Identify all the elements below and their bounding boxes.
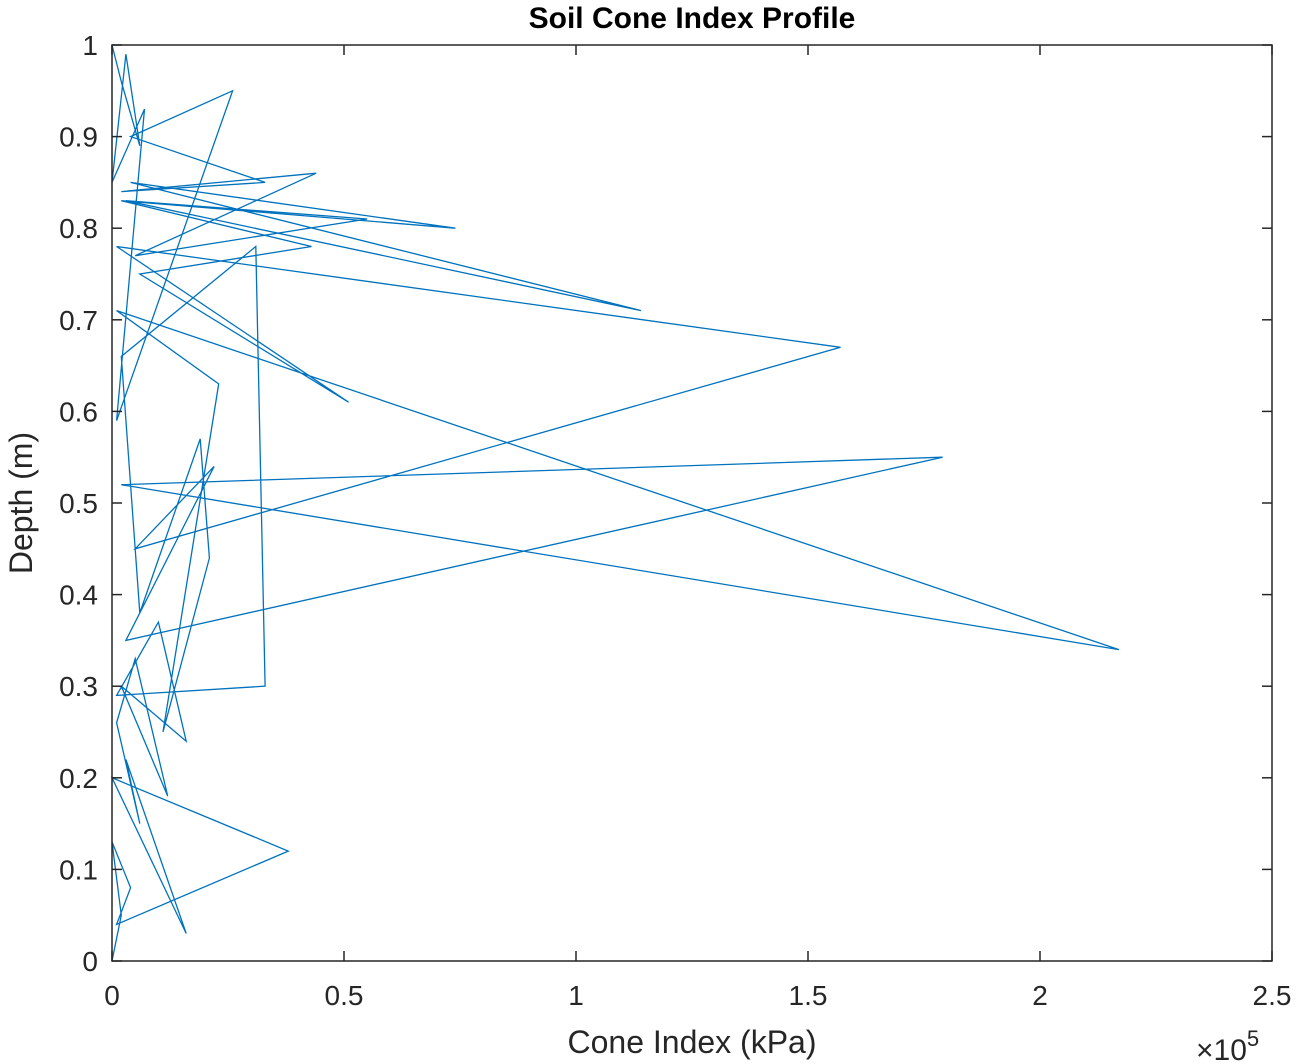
x-exponent-base: ×10 [1196,1034,1247,1064]
y-tick-label: 0.3 [59,671,98,702]
x-tick-label: 1.5 [789,980,828,1011]
chart-title: Soil Cone Index Profile [529,2,856,35]
y-tick-label: 0.4 [59,580,98,611]
x-axis-label: Cone Index (kPa) [567,1024,816,1060]
axis-ticks: 0 0.5 1 1.5 2 2.5 0 0.1 0.2 0.3 0.4 0.5 0.6 0.7 0.8 0.9… [59,30,1291,1011]
y-tick-label: 0.8 [59,213,98,244]
y-tick-label: 0 [82,946,98,977]
x-axis-exponent: ×105 [1196,1026,1259,1064]
x-tick-label: 1 [568,980,584,1011]
y-tick-label: 0.1 [59,854,98,885]
y-tick-label: 0.9 [59,122,98,153]
series-line [110,44,1120,962]
y-tick-label: 0.6 [59,396,98,427]
x-tick-label: 2.5 [1253,980,1292,1011]
data-series [110,44,1120,962]
y-tick-label: 0.7 [59,305,98,336]
y-tick-label: 1 [82,30,98,61]
x-tick-label: 0.5 [325,980,364,1011]
x-tick-label: 2 [1032,980,1048,1011]
y-tick-label: 0.5 [59,488,98,519]
y-axis-label: Depth (m) [3,432,39,574]
x-tick-label: 0 [104,980,120,1011]
x-exponent-power: 5 [1247,1026,1259,1051]
plot-area-frame [111,44,1273,962]
y-tick-label: 0.2 [59,763,98,794]
